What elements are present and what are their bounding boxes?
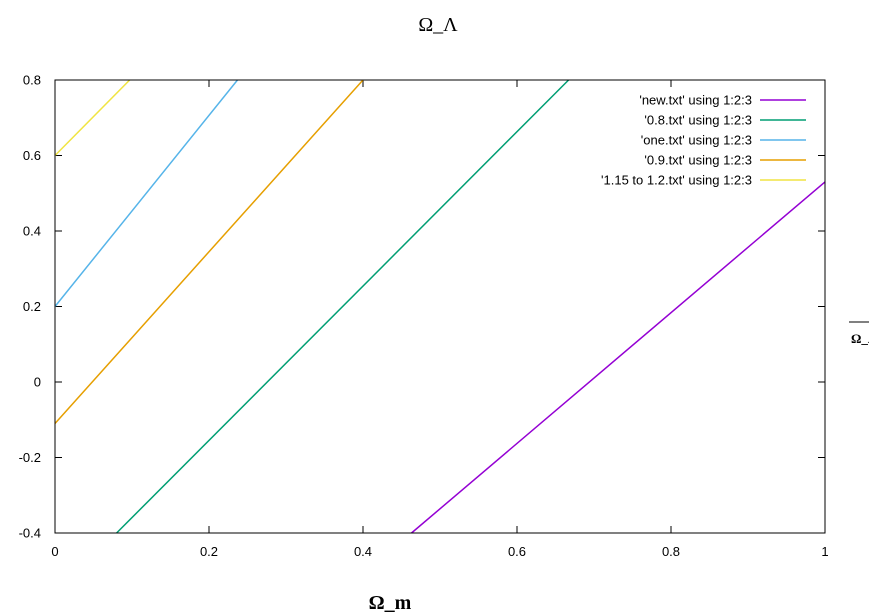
y-tick-label: 0.2 [23,299,41,314]
series-line [116,79,570,534]
chart-title: Ω_Λ [418,14,458,36]
series-line [54,79,239,307]
legend-entry-label: 'one.txt' using 1:2:3 [641,133,752,148]
x-tick-label: 0.8 [662,544,680,559]
y-tick-label: 0.6 [23,148,41,163]
legend-entry-label: 'new.txt' using 1:2:3 [639,93,752,108]
x-tick-label: 0.4 [354,544,372,559]
y-tick-label: 0.4 [23,224,41,239]
series-line [54,79,364,425]
legend-entry-label: '1.15 to 1.2.txt' using 1:2:3 [601,173,752,188]
legend: 'new.txt' using 1:2:3 '0.8.txt' using 1:2… [601,93,806,188]
plot-frame [54,79,826,534]
y-tick-label: -0.4 [19,526,41,541]
x-tick-label: 0.2 [200,544,218,559]
y-tick-label: 0.8 [23,73,41,88]
x-axis-label: Ω_m [369,592,412,614]
series-group [54,79,826,534]
tick-group: 0 0.2 0.4 0.6 0.8 1 -0.4 -0.2 0 0.2 0.4 0.6 0.8 [19,73,829,560]
legend-entry-label: '0.8.txt' using 1:2:3 [644,113,752,128]
series-line [411,181,826,534]
legend-entry-label: '0.9.txt' using 1:2:3 [644,153,752,168]
series-line [54,79,131,157]
y-tick-label: 0 [34,375,41,390]
y-axis-label: Ω_Λ [851,331,869,346]
x-tick-label: 0 [51,544,58,559]
x-tick-label: 1 [821,544,828,559]
y-tick-label: -0.2 [19,450,41,465]
x-tick-label: 0.6 [508,544,526,559]
